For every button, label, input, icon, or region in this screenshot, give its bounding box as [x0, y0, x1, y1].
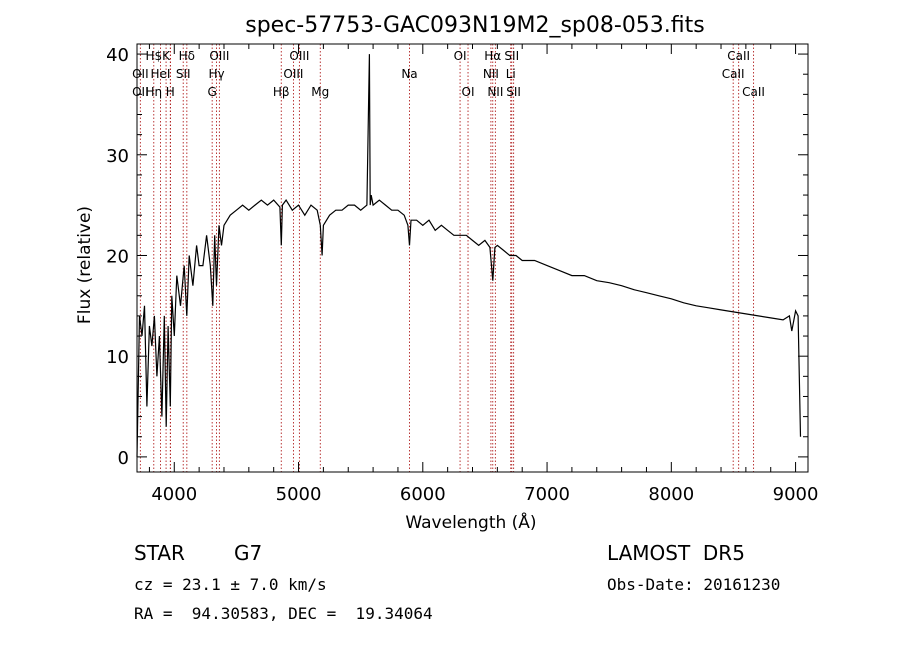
line-label: K	[162, 49, 171, 63]
line-label: NII	[487, 85, 503, 99]
line-label: Hη	[145, 85, 162, 99]
line-label: OI	[454, 49, 467, 63]
line-label: OIII	[209, 49, 229, 63]
line-label: OIII	[283, 67, 303, 81]
chart-title: spec-57753-GAC093N19M2_sp08-053.fits	[245, 13, 705, 38]
obs-date: Obs-Date: 20161230	[607, 575, 781, 594]
line-label: CaII	[742, 85, 765, 99]
x-axis: 4000 5000 6000 7000 8000 9000	[148, 44, 819, 505]
line-label: Na	[401, 67, 417, 81]
y-axis-label: Flux (relative)	[75, 206, 95, 324]
coordinates: RA = 94.30583, DEC = 19.34064	[134, 604, 433, 623]
x-tick-label: 9000	[773, 484, 819, 505]
plot-frame	[136, 43, 809, 473]
object-type: STAR	[134, 541, 185, 565]
spectral-line-markers	[139, 44, 755, 472]
line-label: CaII	[727, 49, 750, 63]
line-label: NII	[483, 67, 499, 81]
y-tick-label: 10	[106, 347, 129, 368]
y-axis: 0 10 20 30 40	[106, 45, 808, 469]
line-label: Hα	[484, 49, 501, 63]
line-label: Hδ	[179, 49, 195, 63]
line-label: Hγ	[208, 67, 224, 81]
line-label: OIII	[289, 49, 309, 63]
x-tick-label: 5000	[276, 484, 322, 505]
survey-name: LAMOST DR5	[607, 541, 745, 565]
line-label: SII	[176, 67, 191, 81]
y-tick-label: 40	[106, 45, 129, 66]
line-label: H	[166, 85, 175, 99]
subclass: G7	[234, 541, 263, 565]
line-label: HeI	[151, 67, 171, 81]
line-label: SII	[506, 85, 521, 99]
y-tick-label: 0	[118, 448, 129, 469]
x-tick-label: 7000	[524, 484, 570, 505]
x-tick-label: 8000	[648, 484, 694, 505]
y-tick-label: 30	[106, 146, 129, 167]
spectrum-line	[136, 54, 802, 457]
line-label: OI	[462, 85, 475, 99]
line-label: SII	[504, 49, 519, 63]
line-label: G	[208, 85, 217, 99]
line-label: Hβ	[273, 85, 290, 99]
line-label: Mg	[311, 85, 329, 99]
line-label: CaII	[722, 67, 745, 81]
line-label: H$	[145, 49, 162, 63]
line-label: OII	[132, 85, 149, 99]
x-axis-label: Wavelength (Å)	[405, 511, 536, 533]
y-tick-label: 20	[106, 246, 129, 267]
x-tick-label: 6000	[400, 484, 446, 505]
x-tick-label: 4000	[151, 484, 197, 505]
velocity-readout: cz = 23.1 ± 7.0 km/s	[134, 575, 327, 594]
line-label: Li	[506, 67, 516, 81]
